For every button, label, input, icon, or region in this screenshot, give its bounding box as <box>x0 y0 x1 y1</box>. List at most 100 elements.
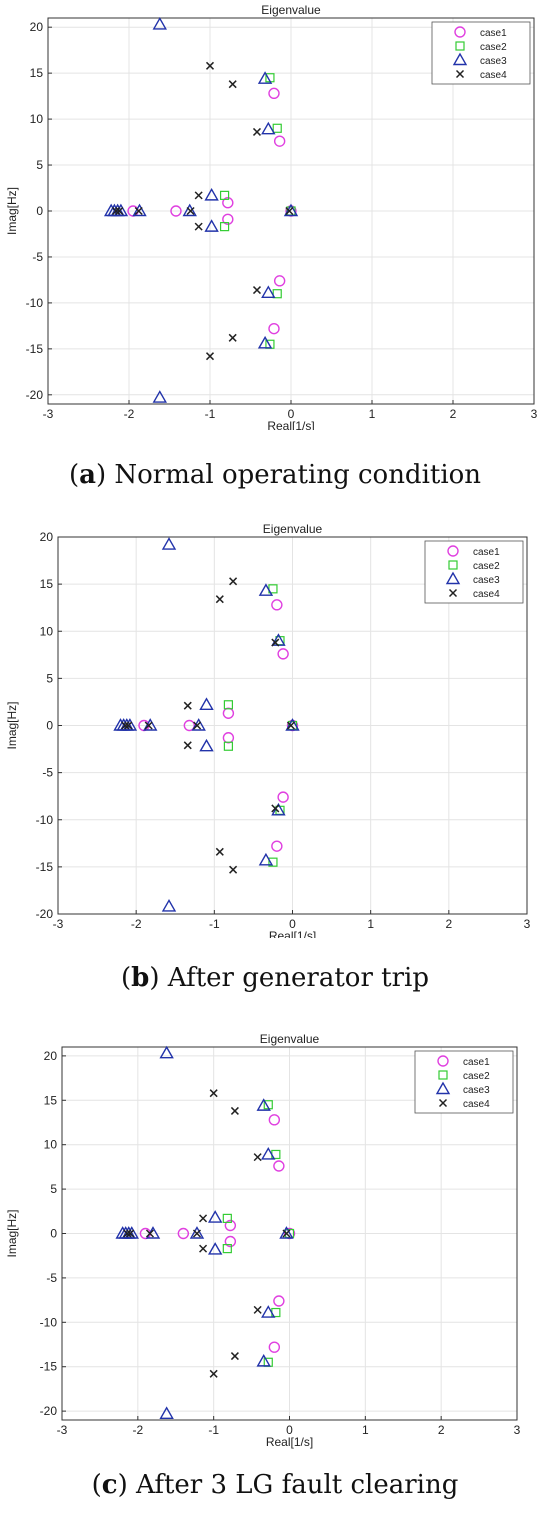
data-point <box>134 206 143 216</box>
data-point <box>199 1244 208 1253</box>
data-point <box>261 1147 276 1160</box>
y-tick-label: 0 <box>36 204 43 218</box>
y-tick-label: -5 <box>32 250 43 264</box>
y-tick-label: 10 <box>40 624 54 638</box>
data-point <box>272 289 282 299</box>
data-point <box>230 1106 239 1115</box>
legend-label: case3 <box>480 56 507 67</box>
legend-label: case3 <box>473 575 500 586</box>
legend-box <box>431 21 531 85</box>
x-tick-label: 0 <box>286 1423 293 1437</box>
data-point <box>194 191 203 200</box>
data-point <box>273 275 286 287</box>
y-axis-label: Imag[Hz] <box>5 701 19 749</box>
y-tick-label: 0 <box>46 719 53 733</box>
legend-marker <box>438 1070 448 1080</box>
legend-label: case1 <box>473 547 500 558</box>
data-point <box>219 190 230 200</box>
y-tick-label: 20 <box>40 530 54 544</box>
x-tick-label: 3 <box>531 407 538 421</box>
data-point <box>224 1219 237 1232</box>
data-point <box>279 1226 294 1239</box>
data-point <box>112 206 121 216</box>
legend-label: case2 <box>480 42 507 53</box>
data-point <box>144 721 153 730</box>
data-point <box>192 1229 202 1238</box>
x-tick-label: 1 <box>369 407 376 421</box>
data-point <box>222 1243 232 1254</box>
legend-label: case2 <box>463 1071 490 1082</box>
data-point <box>277 648 289 660</box>
x-tick-label: -1 <box>205 407 216 421</box>
series-case1 <box>139 1114 296 1353</box>
x-tick-label: 2 <box>445 917 452 931</box>
data-point <box>222 197 234 209</box>
data-point <box>207 1242 223 1255</box>
data-point <box>271 638 280 647</box>
data-point <box>183 741 192 750</box>
data-point <box>183 719 196 732</box>
chart-title: Eigenvalue <box>261 3 321 17</box>
data-point <box>161 899 177 912</box>
x-tick-label: 1 <box>367 917 374 931</box>
data-point <box>186 206 195 216</box>
x-tick-label: 0 <box>289 917 296 931</box>
data-point <box>277 791 289 803</box>
x-axis-label: Real[1/s] <box>269 929 316 938</box>
data-point <box>115 206 124 216</box>
legend-box <box>414 1050 514 1114</box>
y-tick-label: 5 <box>46 671 53 685</box>
data-point <box>261 121 276 135</box>
data-point <box>219 222 230 232</box>
data-point <box>126 1229 135 1238</box>
legend-marker <box>437 1055 449 1067</box>
chart-title: Eigenvalue <box>263 522 323 536</box>
legend-marker <box>455 41 465 51</box>
y-tick-label: 5 <box>36 158 43 172</box>
eigenvalue-plot-c: -3 -2 -1 0 1 2 320151050-5-10-15-20EigenvalueR… <box>5 1032 521 1449</box>
x-tick-label: -1 <box>208 1423 219 1437</box>
x-tick-label: -2 <box>131 917 142 931</box>
legend-marker <box>448 588 458 598</box>
data-point <box>205 61 215 70</box>
data-point <box>209 1369 218 1378</box>
x-tick-label: -3 <box>43 407 54 421</box>
chart-title: Eigenvalue <box>260 1032 320 1046</box>
x-tick-label: 3 <box>514 1423 521 1437</box>
data-point <box>257 71 273 84</box>
data-point <box>222 213 234 225</box>
series-case3 <box>103 17 299 403</box>
y-tick-label: -5 <box>46 1271 57 1285</box>
data-point <box>189 1226 205 1239</box>
y-tick-label: 20 <box>30 20 44 34</box>
data-point <box>194 222 203 231</box>
x-tick-label: -2 <box>132 1423 143 1437</box>
x-tick-label: 2 <box>450 407 457 421</box>
caption-letter: a <box>79 460 96 490</box>
legend-label: case4 <box>480 70 507 81</box>
caption-letter: b <box>131 963 150 993</box>
legend: case1 case2 case3 case4 <box>414 1050 514 1114</box>
data-point <box>228 333 237 342</box>
data-point <box>199 697 214 710</box>
y-tick-label: 10 <box>30 112 44 126</box>
legend-marker <box>454 26 466 38</box>
legend-label: case1 <box>463 1057 490 1068</box>
data-point <box>273 1295 285 1307</box>
data-point <box>252 286 262 295</box>
data-point <box>268 322 280 335</box>
data-point <box>152 390 167 403</box>
data-point <box>261 1305 276 1318</box>
data-point <box>258 583 274 596</box>
legend-box <box>424 540 524 604</box>
data-point <box>222 1213 232 1224</box>
x-tick-label: 2 <box>438 1423 445 1437</box>
x-axis-label: Real[1/s] <box>266 1435 313 1449</box>
y-tick-label: -15 <box>40 1360 58 1374</box>
x-tick-label: 1 <box>362 1423 369 1437</box>
eigenvalue-plot-b: -3 -2 -1 0 1 2 320151050-5-10-15-20EigenvalueR… <box>5 522 531 938</box>
legend-label: case4 <box>463 1099 490 1110</box>
panel-b: -3 -2 -1 0 1 2 3 20 15 10 5 0 -5 -10 -15 -20 Eigenvalue R… <box>0 518 550 1023</box>
data-point <box>268 857 278 867</box>
legend-label: case3 <box>463 1085 490 1096</box>
